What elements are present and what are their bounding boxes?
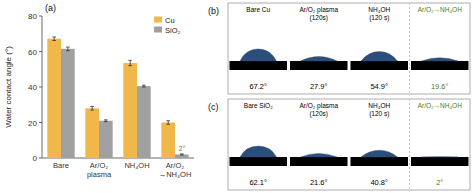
substrate xyxy=(351,157,409,166)
droplet-panel: (c) Bare SiO₂ 62.1° Ar/O₂ plasma(120s) 21.6°… xyxy=(208,99,470,190)
text-line: plasma xyxy=(87,170,112,179)
column-title: Bare Cu xyxy=(246,6,270,13)
text-line: →NH₄OH xyxy=(159,170,192,179)
droplet xyxy=(361,52,397,61)
legend-swatch xyxy=(154,17,162,23)
y-tick-label: 40 xyxy=(28,83,37,92)
column-title: Ar/O₂ plasma(120s) xyxy=(299,102,338,118)
substrate xyxy=(411,61,469,70)
text-line: Ar/O₂ xyxy=(166,161,184,170)
y-tick xyxy=(39,122,42,123)
bar xyxy=(61,49,75,158)
text-line: NH₄OH xyxy=(368,6,390,13)
separator xyxy=(409,99,410,190)
column-title: NH₄OH(120 s) xyxy=(368,6,390,22)
bar xyxy=(175,154,189,158)
y-tick-label: 80 xyxy=(28,12,37,21)
y-tick xyxy=(39,16,42,17)
bar xyxy=(47,39,61,158)
column-title: Bare SiO₂ xyxy=(244,102,273,109)
data-label: 62.1° xyxy=(249,178,267,187)
x-tick-label: Ar/O₂plasma xyxy=(87,161,112,179)
text-line: (120s) xyxy=(310,14,328,22)
bars xyxy=(47,39,188,158)
panel-frame xyxy=(228,99,470,190)
error-bar xyxy=(166,121,170,125)
data-label: 67.2° xyxy=(249,82,267,91)
error-bar xyxy=(52,37,56,41)
column-title: Ar/O₂→NH₄OH xyxy=(418,102,462,109)
substrate xyxy=(230,61,288,70)
droplet xyxy=(301,154,337,157)
panel-label: (a) xyxy=(45,3,56,13)
error-bar xyxy=(104,120,108,122)
y-tick-label: 0 xyxy=(33,154,38,163)
legend-label: SiO₂ xyxy=(165,26,181,35)
error-bar xyxy=(90,107,94,111)
error-bar xyxy=(128,60,132,65)
bar xyxy=(85,108,99,158)
data-label: 2° xyxy=(436,178,443,187)
y-tick xyxy=(39,158,42,159)
bar xyxy=(123,63,137,158)
figure: 0 20 40 60 80 Water contact angle (°) Bare Ar/O… xyxy=(0,0,474,193)
substrate xyxy=(230,157,288,166)
droplet xyxy=(422,58,458,61)
annotation: 2° xyxy=(178,145,185,152)
panel-label: (c) xyxy=(208,102,219,112)
data-label: 27.9° xyxy=(310,82,328,91)
x-tick-label: NH₄OH xyxy=(124,161,149,170)
column-title: Ar/O₂ plasma(120s) xyxy=(299,6,338,22)
droplet-panel: (b) Bare Cu 67.2° Ar/O₂ plasma(120s) 27.9° NH… xyxy=(208,3,470,94)
text-line: Ar/O₂→NH₄OH xyxy=(418,102,462,109)
y-tick xyxy=(39,87,42,88)
column-title: Ar/O₂→NH₄OH xyxy=(418,6,462,13)
droplet xyxy=(361,150,397,157)
substrate xyxy=(290,157,348,166)
column-title: NH₄OH(120 s) xyxy=(368,102,390,118)
legend: CuSiO₂ xyxy=(154,16,181,35)
text-line: Ar/O₂→NH₄OH xyxy=(418,6,462,13)
text-line: (120 s) xyxy=(369,14,389,22)
droplet xyxy=(240,146,276,157)
bar xyxy=(137,86,151,158)
substrate xyxy=(290,61,348,70)
separator xyxy=(409,3,410,94)
data-label: 21.6° xyxy=(310,178,328,187)
y-tick-label: 60 xyxy=(28,48,37,57)
error-bar xyxy=(142,85,146,87)
droplet xyxy=(422,156,458,157)
text-line: NH₄OH xyxy=(368,102,390,109)
droplet xyxy=(301,56,337,61)
substrate xyxy=(411,157,469,166)
legend-swatch xyxy=(154,27,162,33)
bar xyxy=(161,123,175,159)
x-tick-label: Ar/O₂→NH₄OH xyxy=(159,161,192,179)
text-line: (120s) xyxy=(310,110,328,118)
y-tick-label: 20 xyxy=(28,119,37,128)
panel-label: (b) xyxy=(208,6,219,16)
error-bar xyxy=(66,47,70,51)
substrate xyxy=(351,61,409,70)
data-label: 19.6° xyxy=(431,82,449,91)
data-label: 54.9° xyxy=(370,82,388,91)
bar xyxy=(99,121,113,158)
text-line: Bare SiO₂ xyxy=(244,102,273,109)
text-line: Ar/O₂ xyxy=(90,161,108,170)
panel-frame xyxy=(228,3,470,94)
y-tick xyxy=(39,51,42,52)
error-bars xyxy=(52,37,183,155)
droplet xyxy=(240,49,276,61)
axes: 0 20 40 60 80 Water contact angle (°) Bare Ar/O… xyxy=(4,3,194,179)
legend-label: Cu xyxy=(165,16,175,25)
x-tick-label: Bare xyxy=(53,161,69,170)
text-line: Bare xyxy=(53,161,69,170)
error-bar xyxy=(180,154,184,155)
data-label: 40.8° xyxy=(370,178,388,187)
text-line: Bare Cu xyxy=(246,6,270,13)
text-line: (120 s) xyxy=(369,110,389,118)
y-axis-label: Water contact angle (°) xyxy=(4,46,13,128)
text-line: NH₄OH xyxy=(124,161,149,170)
